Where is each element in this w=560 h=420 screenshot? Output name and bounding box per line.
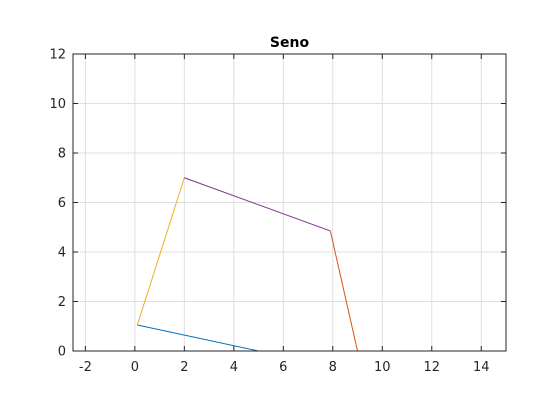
y-tick-label: 6 bbox=[58, 196, 66, 211]
x-tick-label: 12 bbox=[423, 360, 440, 375]
series-line bbox=[329, 230, 359, 352]
y-tick-label: 8 bbox=[58, 147, 66, 162]
x-tick-label: 10 bbox=[374, 360, 391, 375]
x-tick-label: 2 bbox=[180, 360, 188, 375]
series-line bbox=[137, 324, 259, 352]
x-tick-label: -2 bbox=[79, 360, 92, 375]
series-group bbox=[136, 177, 359, 352]
x-tick-label: 0 bbox=[131, 360, 139, 375]
x-tick-label: 6 bbox=[279, 360, 287, 375]
ticks: -2 0 2 4 6 8 10 12 14 0 2 4 6 8 10 12 bbox=[49, 48, 506, 375]
series-line bbox=[136, 177, 185, 326]
y-tick-label: 0 bbox=[58, 345, 66, 360]
y-tick-label: 2 bbox=[58, 295, 66, 310]
x-tick-label: 14 bbox=[473, 360, 490, 375]
x-tick-label: 8 bbox=[329, 360, 337, 375]
y-tick-label: 12 bbox=[49, 48, 66, 63]
series-line bbox=[184, 177, 331, 232]
chart-title: Seno bbox=[270, 35, 310, 51]
x-tick-label: 4 bbox=[230, 360, 238, 375]
y-tick-label: 4 bbox=[58, 246, 66, 261]
y-tick-label: 10 bbox=[49, 97, 66, 112]
